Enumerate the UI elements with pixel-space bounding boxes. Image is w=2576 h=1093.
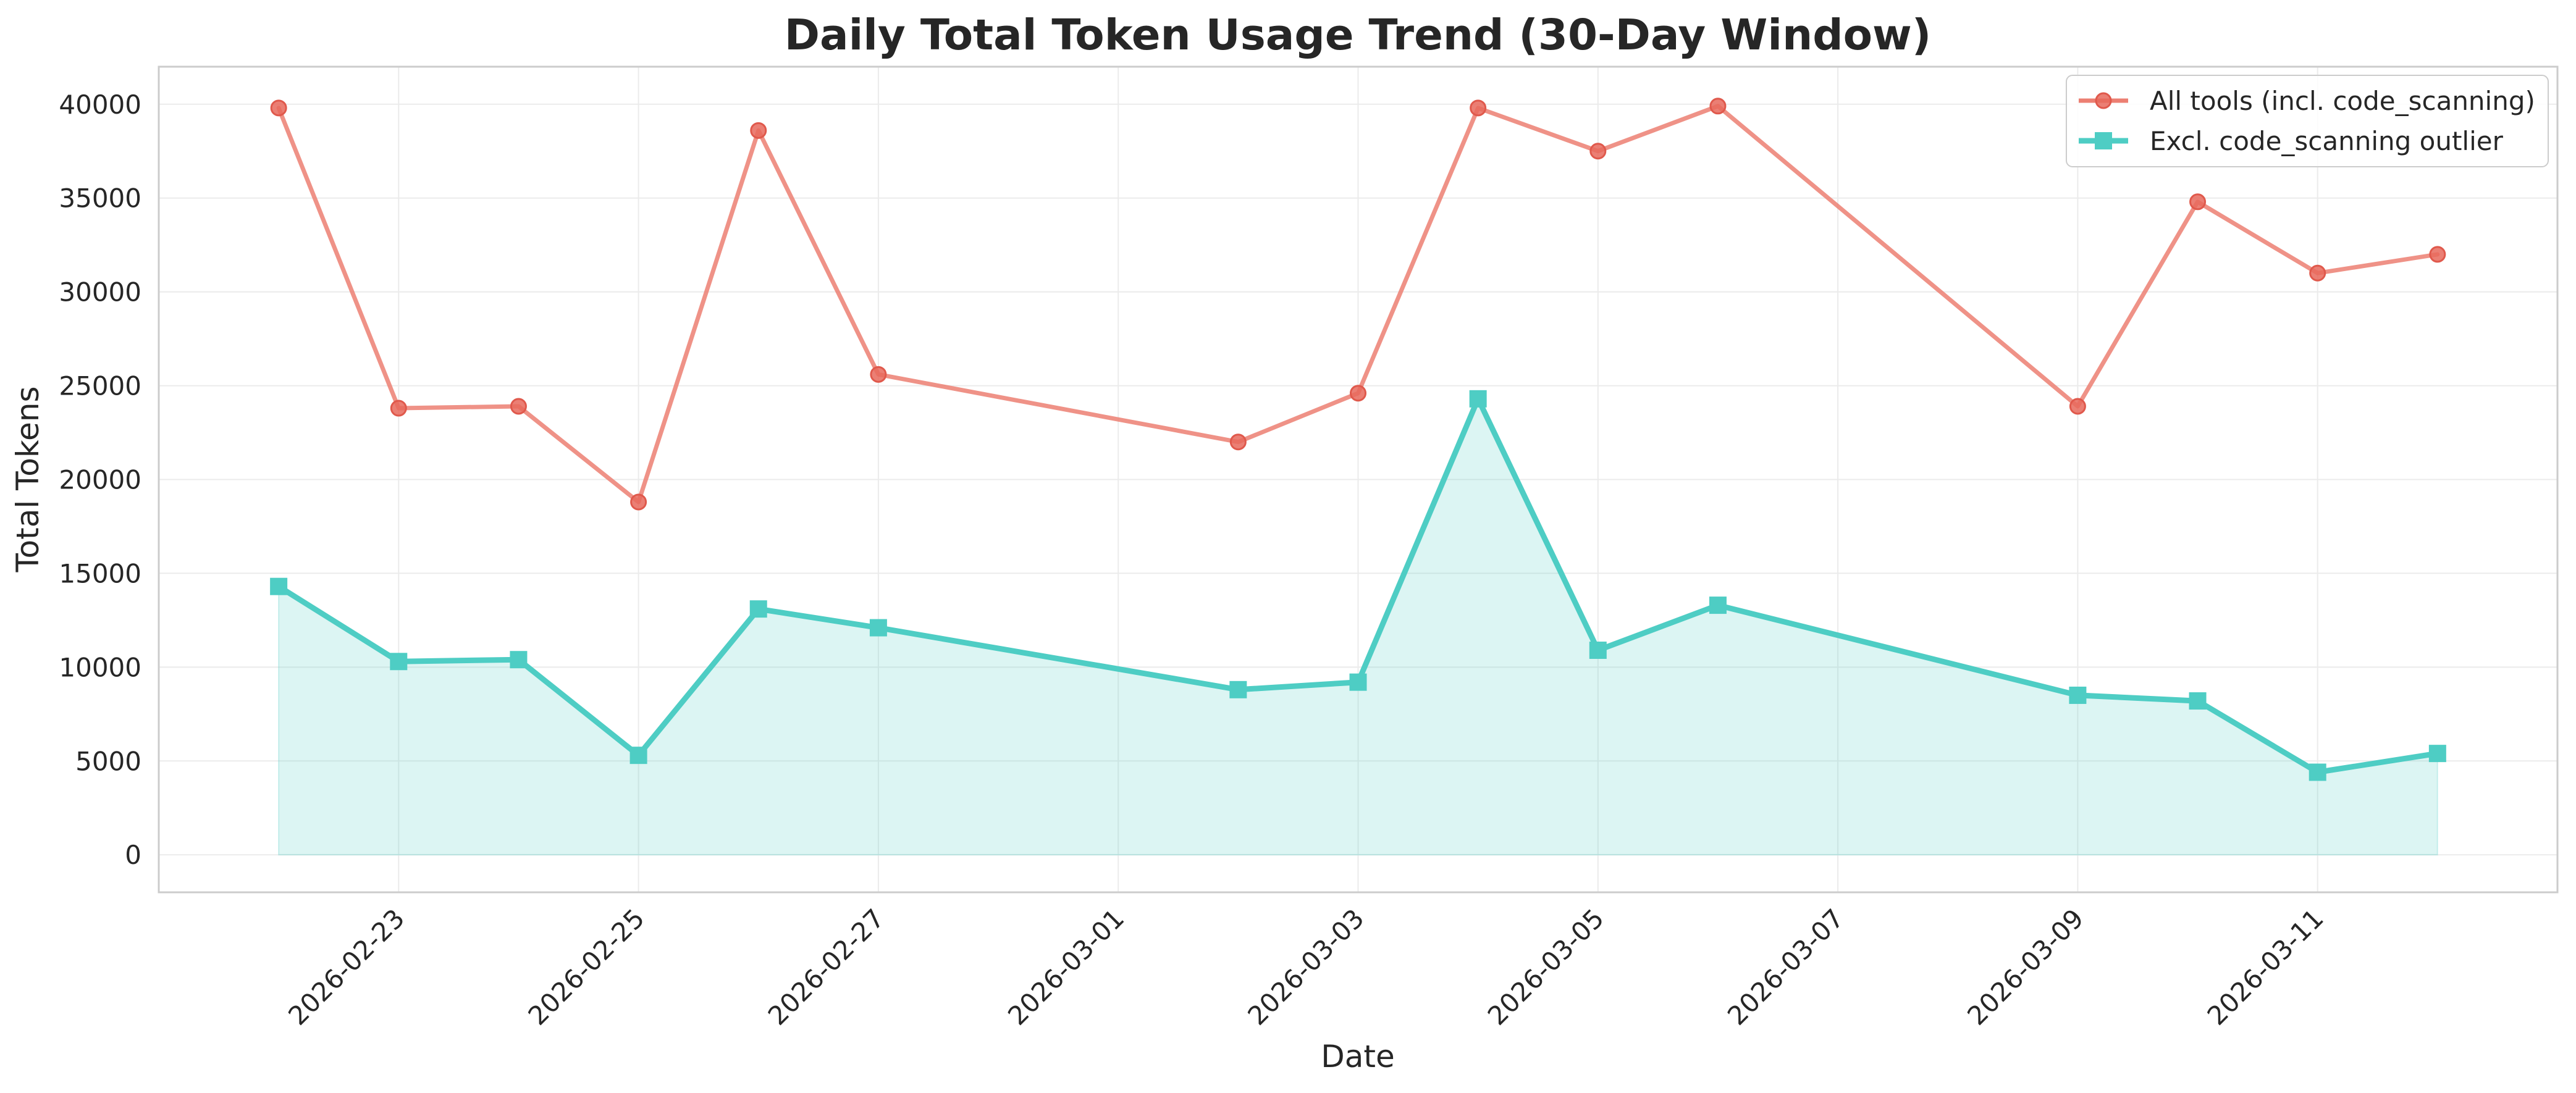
data-point bbox=[2069, 398, 2086, 415]
plot-frame bbox=[158, 65, 2559, 894]
x-axis-label: Date bbox=[1321, 1039, 1395, 1074]
x-tick-label: 2026-02-25 bbox=[522, 903, 650, 1031]
data-point bbox=[1229, 681, 1247, 698]
data-point bbox=[1709, 98, 1727, 115]
x-tick-label: 2026-03-05 bbox=[1482, 903, 1610, 1031]
legend-label: All tools (incl. code_scanning) bbox=[2150, 86, 2535, 116]
data-point bbox=[1709, 597, 1727, 614]
data-point bbox=[629, 747, 647, 764]
series-markers bbox=[270, 98, 2446, 781]
legend-marker bbox=[2095, 92, 2112, 109]
data-point bbox=[1349, 673, 1367, 691]
x-tick-label: 2026-03-11 bbox=[2202, 903, 2330, 1031]
x-tick-label: 2026-02-23 bbox=[282, 903, 410, 1031]
legend-box bbox=[2066, 75, 2549, 167]
x-tick-label: 2026-03-01 bbox=[1002, 903, 1130, 1031]
y-tick-label: 10000 bbox=[59, 652, 141, 682]
data-point bbox=[1350, 385, 1366, 402]
x-tick-label: 2026-03-07 bbox=[1722, 903, 1850, 1031]
chart-title: Daily Total Token Usage Trend (30-Day Wi… bbox=[785, 10, 1932, 60]
x-tick-label: 2026-02-27 bbox=[762, 903, 890, 1031]
data-point bbox=[749, 600, 767, 618]
data-point bbox=[750, 122, 767, 139]
y-tick-label: 40000 bbox=[59, 90, 141, 120]
data-point bbox=[1469, 390, 1487, 408]
y-tick-label: 15000 bbox=[59, 558, 141, 588]
data-point bbox=[510, 398, 527, 415]
data-point bbox=[2309, 763, 2326, 781]
data-point bbox=[390, 653, 408, 671]
data-point bbox=[870, 366, 887, 383]
data-point bbox=[510, 651, 528, 669]
y-tick-label: 35000 bbox=[59, 183, 141, 214]
data-point bbox=[1589, 143, 1607, 160]
data-point bbox=[2309, 264, 2326, 282]
data-point bbox=[1470, 99, 1487, 117]
data-point bbox=[270, 577, 288, 595]
y-axis-ticks: 0 5000 10000 15000 20000 25000 30000 35000 40000 bbox=[59, 90, 141, 870]
y-tick-label: 30000 bbox=[59, 277, 141, 308]
legend-marker bbox=[2095, 132, 2112, 149]
y-tick-label: 0 bbox=[125, 840, 141, 870]
legend: All tools (incl. code_scanning) Excl. cod… bbox=[2066, 75, 2549, 167]
data-point bbox=[2069, 686, 2087, 704]
data-point bbox=[270, 99, 287, 117]
data-point bbox=[869, 619, 887, 637]
data-point bbox=[1589, 642, 1607, 660]
y-axis-label: Total Tokens bbox=[10, 387, 46, 573]
x-axis-ticks: 2026-02-23 2026-02-25 2026-02-27 2026-03-01… bbox=[282, 903, 2330, 1031]
data-point bbox=[2429, 246, 2446, 263]
data-point bbox=[2189, 692, 2207, 710]
x-tick-label: 2026-03-09 bbox=[1961, 903, 2089, 1031]
x-tick-label: 2026-03-03 bbox=[1242, 903, 1370, 1031]
data-point bbox=[1229, 433, 1247, 451]
data-point bbox=[2428, 745, 2446, 763]
data-point bbox=[2189, 193, 2207, 211]
legend-label: Excl. code_scanning outlier bbox=[2150, 126, 2504, 156]
y-tick-label: 5000 bbox=[75, 746, 141, 776]
data-point bbox=[390, 400, 407, 417]
y-tick-label: 20000 bbox=[59, 465, 141, 495]
y-tick-label: 25000 bbox=[59, 371, 141, 401]
data-point bbox=[630, 493, 647, 511]
